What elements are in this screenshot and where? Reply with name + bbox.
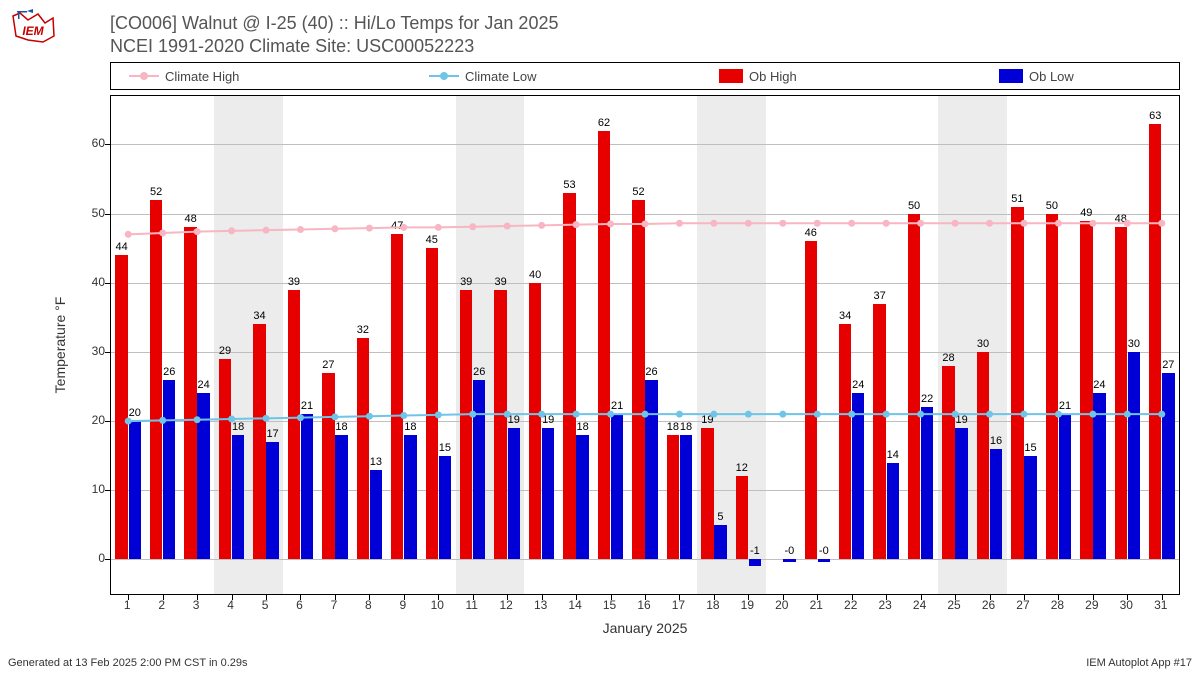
x-tick-label: 23	[878, 598, 891, 612]
x-tick-label: 16	[637, 598, 650, 612]
y-tick-label: 30	[75, 344, 105, 358]
x-tick-label: 1	[124, 598, 131, 612]
x-tick-label: 19	[741, 598, 754, 612]
legend-label: Ob Low	[1029, 69, 1074, 84]
x-tick-label: 29	[1085, 598, 1098, 612]
legend-item: Ob Low	[991, 63, 1082, 89]
y-tick-label: 10	[75, 482, 105, 496]
x-tick-label: 15	[603, 598, 616, 612]
chart-titles: [CO006] Walnut @ I-25 (40) :: Hi/Lo Temp…	[110, 12, 558, 57]
climate-low-line	[111, 96, 1179, 594]
y-axis-label: Temperature °F	[52, 297, 68, 394]
x-tick-label: 31	[1154, 598, 1167, 612]
footer-generated: Generated at 13 Feb 2025 2:00 PM CST in …	[8, 657, 248, 669]
footer-app: IEM Autoplot App #17	[1086, 657, 1192, 669]
iem-logo: IEM	[8, 8, 58, 48]
y-tick-label: 0	[75, 551, 105, 565]
x-tick-label: 17	[672, 598, 685, 612]
x-tick-label: 9	[399, 598, 406, 612]
x-tick-label: 4	[227, 598, 234, 612]
x-tick-label: 26	[982, 598, 995, 612]
y-tick-label: 60	[75, 136, 105, 150]
legend-label: Ob High	[749, 69, 797, 84]
svg-text:IEM: IEM	[22, 24, 44, 38]
x-tick-label: 30	[1120, 598, 1133, 612]
x-tick-label: 3	[193, 598, 200, 612]
plot-area: 4452482934392732474539394053625218191246…	[110, 95, 1180, 595]
x-axis-label: January 2025	[110, 620, 1180, 636]
x-tick-label: 21	[810, 598, 823, 612]
x-tick-label: 24	[913, 598, 926, 612]
x-tick-label: 7	[331, 598, 338, 612]
legend-label: Climate High	[165, 69, 239, 84]
legend: Climate High Climate Low Ob High Ob Low	[110, 62, 1180, 90]
chart-container: IEM [CO006] Walnut @ I-25 (40) :: Hi/Lo …	[0, 0, 1200, 675]
x-tick-label: 5	[262, 598, 269, 612]
x-tick-label: 10	[431, 598, 444, 612]
x-tick-label: 13	[534, 598, 547, 612]
title-line-1: [CO006] Walnut @ I-25 (40) :: Hi/Lo Temp…	[110, 12, 558, 35]
x-tick-label: 14	[568, 598, 581, 612]
x-tick-label: 22	[844, 598, 857, 612]
x-tick-label: 12	[500, 598, 513, 612]
legend-swatch-box	[999, 69, 1023, 83]
y-tick-label: 40	[75, 275, 105, 289]
legend-item: Climate High	[121, 63, 247, 89]
x-tick-label: 6	[296, 598, 303, 612]
x-tick-label: 27	[1016, 598, 1029, 612]
x-tick-label: 2	[158, 598, 165, 612]
x-tick-label: 28	[1051, 598, 1064, 612]
y-tick-label: 50	[75, 206, 105, 220]
x-tick-label: 11	[466, 598, 478, 612]
legend-item: Climate Low	[421, 63, 545, 89]
x-tick-label: 25	[947, 598, 960, 612]
x-tick-label: 8	[365, 598, 372, 612]
y-tick-label: 20	[75, 413, 105, 427]
title-line-2: NCEI 1991-2020 Climate Site: USC00052223	[110, 35, 558, 58]
x-tick-label: 20	[775, 598, 788, 612]
legend-swatch-line	[129, 75, 159, 77]
legend-item: Ob High	[711, 63, 805, 89]
x-tick-label: 18	[706, 598, 719, 612]
legend-swatch-box	[719, 69, 743, 83]
legend-label: Climate Low	[465, 69, 537, 84]
legend-swatch-line	[429, 75, 459, 77]
